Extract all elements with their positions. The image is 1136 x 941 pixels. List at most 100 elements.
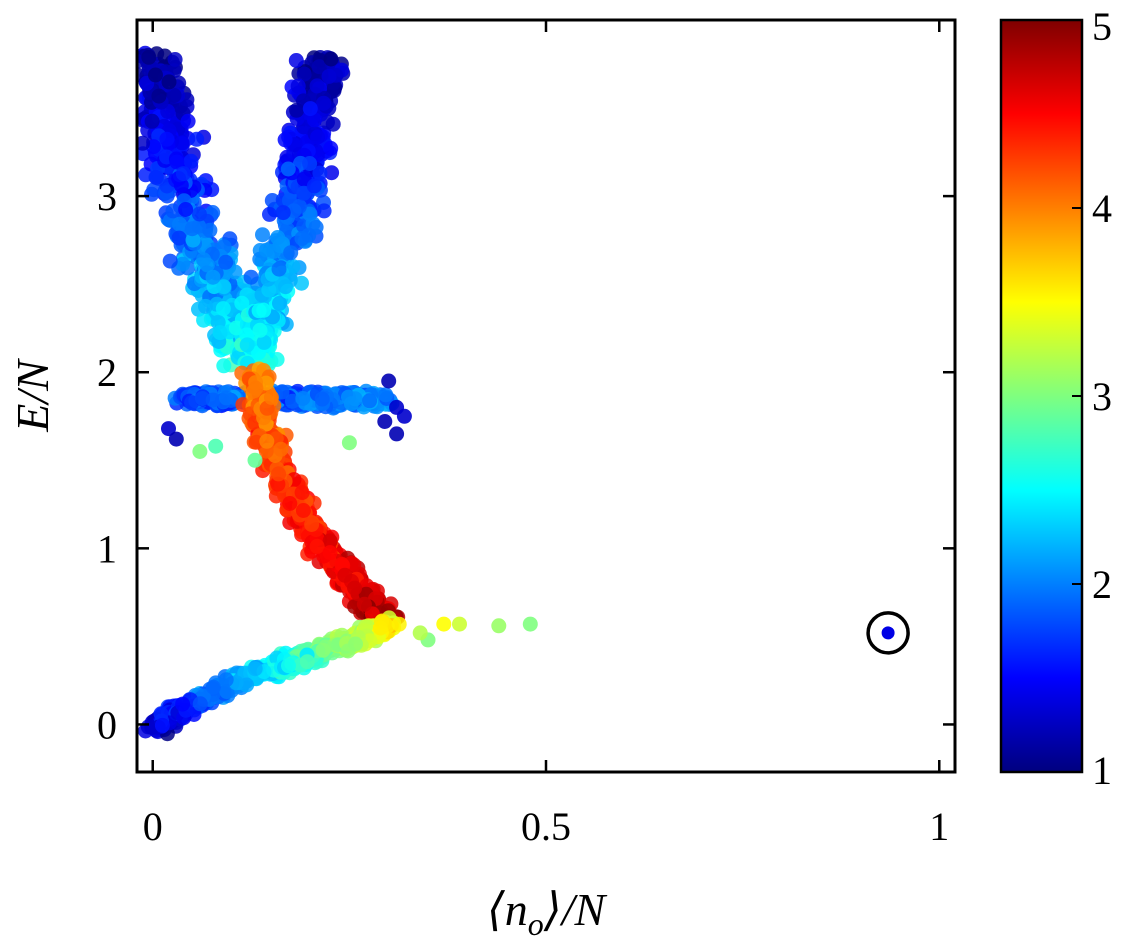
scatter-point-1017	[275, 205, 291, 221]
scatter-point-1014	[296, 185, 312, 201]
scatter-point-507	[148, 67, 163, 83]
scatter-point-491	[227, 264, 243, 280]
y-axis-ticks: 0 1 2 3	[97, 174, 955, 747]
scatter-point-961	[302, 206, 318, 222]
scatter-point-2075	[273, 441, 289, 457]
scatter-point-966	[316, 95, 332, 111]
scatter-point-1009	[270, 230, 286, 245]
scatter-point-2005	[322, 533, 338, 549]
outlier-point-2602	[341, 435, 357, 451]
scatter-point-2078	[259, 433, 275, 449]
scatter-point-2058	[271, 466, 286, 482]
scatter-point-511	[215, 301, 231, 317]
scatter-point-482	[202, 222, 218, 238]
scatter-point-459	[216, 358, 232, 374]
scatter-point-2579	[299, 654, 315, 670]
scatter-point-424	[171, 230, 187, 246]
scatter-point-444	[185, 232, 201, 248]
scatter-point-902	[234, 295, 250, 311]
scatter-point-1557	[314, 391, 330, 407]
scatter-point-2070	[337, 567, 353, 583]
scatter-point-1028	[278, 279, 293, 295]
scatter-point-2063	[294, 485, 310, 501]
scatter-point-504	[162, 253, 178, 269]
scatter-point-1002	[239, 337, 255, 353]
scatter-point-1021	[294, 230, 310, 246]
outlier-point-2608	[377, 414, 393, 429]
scatter-point-412	[172, 216, 187, 232]
outlier-point-2606	[381, 373, 397, 389]
colorbar-tick-label-0: 1	[1092, 748, 1112, 793]
scatter-point-1542	[362, 393, 378, 409]
scatter-point-394	[118, 58, 133, 73]
annotated-point	[881, 626, 895, 640]
scatter-point-1036	[280, 161, 296, 177]
scatter-point-1013	[261, 282, 277, 298]
scatter-point-994	[310, 129, 326, 145]
scatter-point-463	[189, 131, 205, 147]
outlier-point-2610	[389, 426, 405, 442]
scatter-point-1018	[256, 334, 272, 350]
scatter-point-2584	[219, 684, 235, 700]
scatter-point-2064	[347, 580, 363, 596]
scatter-point-1007	[283, 245, 299, 261]
scatter-point-2079	[304, 517, 320, 532]
colorbar-tick-label-2: 3	[1092, 374, 1112, 419]
scatter-point-512	[148, 169, 164, 185]
scatter-point-2072	[248, 380, 264, 396]
scatter-point-2594	[281, 658, 296, 674]
outlier-point-2604	[161, 421, 176, 437]
scatter-point-519	[144, 113, 160, 129]
scatter-point-488	[212, 325, 228, 341]
scatter-point-940	[323, 140, 339, 156]
scatter-point-2077	[356, 596, 372, 612]
scatter-point-499	[175, 256, 191, 272]
scatter-point-1039	[321, 68, 337, 84]
scatter-point-506	[199, 257, 215, 273]
scatter-point-1003	[288, 53, 304, 68]
scatter-point-935	[316, 203, 332, 219]
scatter-point-987	[262, 206, 277, 222]
outlier-point-2616	[412, 625, 428, 641]
outlier-point-2613	[452, 616, 467, 632]
scatter-point-1555	[378, 387, 394, 403]
scatter-point-1037	[302, 101, 318, 117]
scatter-point-2051	[295, 503, 311, 518]
scatter-point-493	[178, 202, 194, 217]
scatter-point-334	[196, 312, 212, 328]
annotation-circle	[866, 611, 910, 655]
scatter-point-2595	[218, 672, 234, 688]
scatter-points	[118, 45, 895, 742]
outlier-point-2609	[396, 408, 412, 424]
outlier-point-2614	[491, 618, 507, 634]
scatter-point-505	[137, 135, 151, 151]
scatter-point-2593	[247, 661, 263, 677]
scatter-point-478	[191, 206, 207, 222]
scatter-point-969	[296, 66, 312, 82]
scatter-point-1029	[258, 242, 274, 258]
x-axis-label: ⟨no⟩/N	[487, 884, 608, 941]
scatter-point-1025	[307, 112, 322, 128]
scatter-point-1010	[272, 295, 287, 311]
scatter-point-1027	[289, 102, 305, 118]
outlier-point-2600	[192, 444, 208, 459]
scatter-point-2589	[154, 717, 170, 733]
y-tick-label-1: 1	[97, 526, 117, 571]
x-tick-label-1: 0.5	[521, 804, 571, 849]
scatter-point-985	[326, 80, 342, 96]
scatter-point-517	[205, 269, 221, 285]
scatter-point-1038	[323, 51, 339, 67]
scatter-point-467	[141, 49, 157, 65]
scatter-point-516	[218, 254, 234, 270]
x-tick-label-2: 1	[929, 804, 949, 849]
x-tick-label-0: 0	[143, 804, 163, 849]
scatter-point-509	[151, 88, 167, 104]
scatter-point-1015	[311, 59, 327, 75]
scatter-point-2574	[358, 619, 373, 635]
scatter-point-923	[285, 259, 301, 274]
scatter-point-2068	[263, 389, 279, 405]
scatter-point-869	[325, 116, 341, 132]
colorbar-tick-label-4: 5	[1092, 4, 1112, 49]
scatter-point-2061	[282, 496, 298, 511]
scatter-point-2502	[391, 616, 407, 632]
